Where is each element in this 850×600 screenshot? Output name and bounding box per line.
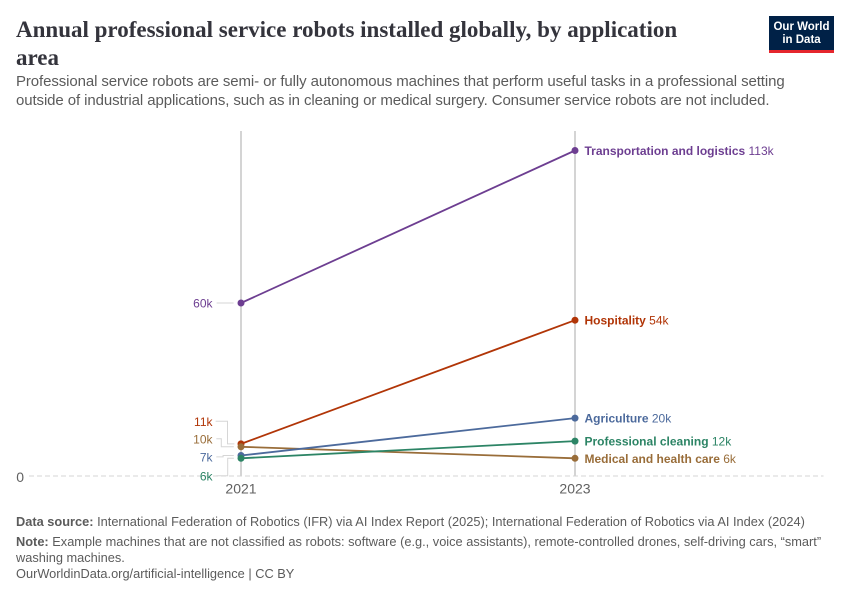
svg-text:6k: 6k [200,469,214,483]
svg-text:Agriculture 20k: Agriculture 20k [585,412,673,426]
svg-text:Hospitality 54k: Hospitality 54k [585,314,670,328]
svg-text:10k: 10k [193,432,213,446]
svg-text:Transportation and logistics 1: Transportation and logistics 113k [585,144,775,158]
svg-text:7k: 7k [200,450,214,464]
svg-text:Professional cleaning 12k: Professional cleaning 12k [585,435,733,449]
svg-text:60k: 60k [193,297,213,311]
svg-text:Medical and health care 6k: Medical and health care 6k [585,452,737,466]
svg-text:11k: 11k [194,415,213,429]
svg-text:2021: 2021 [225,480,256,496]
svg-text:0: 0 [16,469,24,485]
svg-text:2023: 2023 [559,480,590,496]
